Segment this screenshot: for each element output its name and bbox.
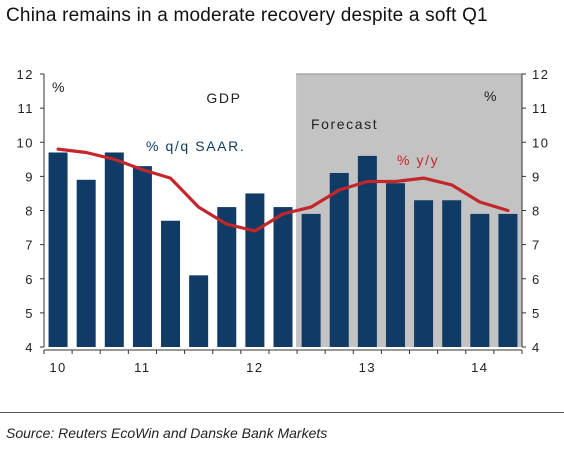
bar-5: [189, 275, 209, 347]
bar-3: [132, 166, 152, 347]
forecast-label: Forecast: [311, 116, 378, 132]
line-series: [56, 147, 510, 233]
y-tick-label-left: 12: [17, 70, 34, 82]
bar-9: [301, 213, 321, 347]
y-tick-label-right: 5: [532, 306, 541, 321]
page-title: China remains in a moderate recovery des…: [6, 5, 488, 26]
y-tick-label-left: 5: [25, 306, 34, 321]
bar-15: [470, 213, 490, 347]
source-text: Source: Reuters EcoWin and Danske Bank M…: [6, 425, 328, 441]
y-tick-label-right: 11: [532, 101, 549, 116]
unit-left-label: %: [52, 79, 66, 95]
y-tick-label-left: 6: [25, 272, 34, 287]
y-tick-label-left: 7: [25, 238, 34, 253]
y-tick-label-left: 11: [18, 101, 35, 116]
annotations: %% GDP Forecast % q/q SAAR. % y/y: [52, 79, 498, 168]
x-tick-label: 14: [471, 360, 488, 375]
bar-12: [385, 183, 405, 347]
bar-14: [442, 200, 462, 347]
unit-right-label: %: [484, 88, 498, 104]
y-tick-label-right: 4: [532, 340, 541, 355]
y-tick-label-right: 9: [532, 169, 541, 184]
bar-16: [498, 213, 518, 347]
y-tick-label-right: 7: [532, 238, 541, 253]
bar-6: [217, 207, 237, 347]
x-tick-label: 11: [134, 360, 151, 375]
source-divider: [0, 412, 564, 413]
y-tick-label-left: 9: [25, 169, 34, 184]
y-tick-label-right: 12: [532, 70, 549, 82]
chart-svg: 4 4 5 5 6 6 7 7 8 8 9 9 10 10 11 11 12 12 10 11 12 13 14 %% GDP…: [17, 67, 549, 375]
axes: [40, 73, 526, 354]
y-tick-label-left: 8: [25, 204, 34, 219]
bar-13: [414, 200, 434, 347]
x-tick-label: 13: [359, 360, 376, 375]
tick-labels: 4 4 5 5 6 6 7 7 8 8 9 9 10 10 11 11 12 12 10 11 12 13 14: [17, 67, 549, 375]
y-tick-label-right: 6: [532, 272, 541, 287]
y-tick-label-left: 10: [17, 135, 34, 150]
gdp-chart: 4 4 5 5 6 6 7 7 8 8 9 9 10 10 11 11 12 12 10 11 12 13 14 %% GDP…: [0, 67, 564, 422]
bar-2: [104, 152, 124, 347]
bar-8: [273, 207, 293, 347]
bar-7: [245, 193, 265, 347]
x-tick-label: 12: [246, 360, 263, 375]
bar-10: [329, 172, 349, 347]
chart-title-gdp: GDP: [206, 90, 241, 106]
y-tick-label-left: 4: [25, 340, 34, 355]
bar-11: [357, 155, 377, 347]
series-label-qq: % q/q SAAR.: [146, 138, 245, 154]
bar-4: [161, 220, 181, 347]
y-tick-label-right: 8: [532, 204, 541, 219]
bar-0: [48, 152, 68, 347]
bar-series: [48, 152, 518, 347]
bar-1: [76, 179, 96, 347]
series-label-yy: % y/y: [397, 152, 439, 168]
x-tick-label: 10: [49, 360, 66, 375]
y-tick-label-right: 10: [532, 135, 549, 150]
